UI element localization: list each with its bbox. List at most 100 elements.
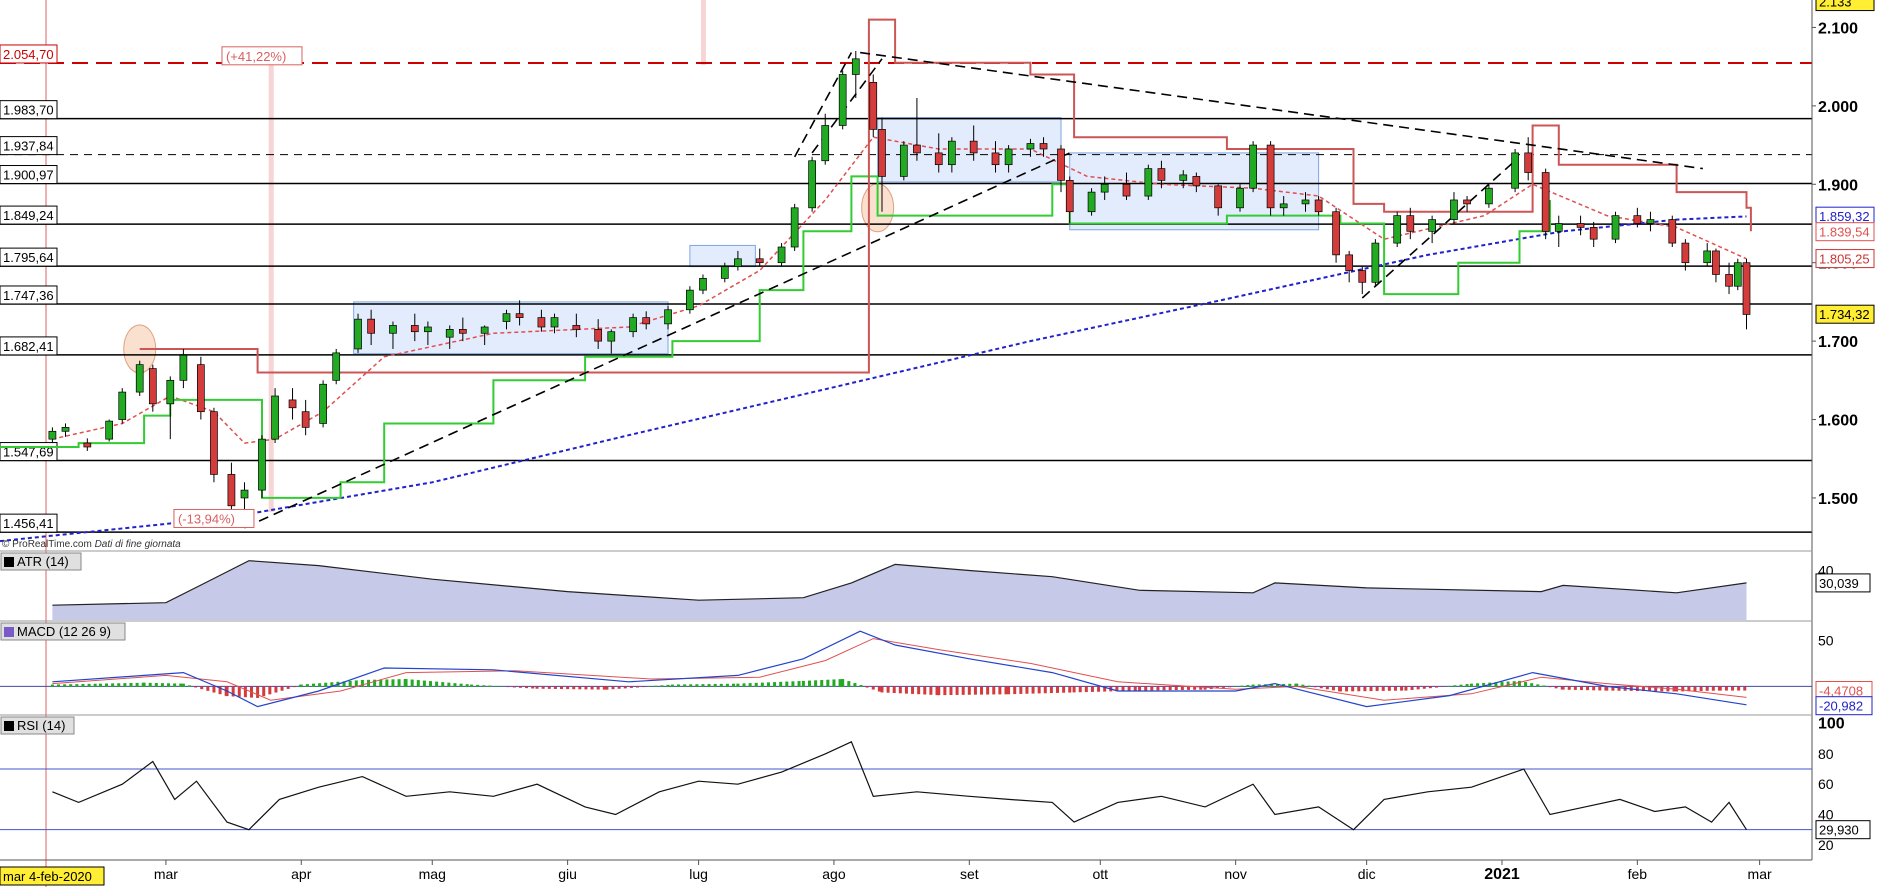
macd-hist-bar-21 [167,683,171,687]
macd-hist-bar-188 [1138,686,1142,691]
macd-hist-bar-151 [923,686,927,695]
price-tag-3-box [1815,222,1875,242]
macd-hist-bar-221 [1331,686,1335,691]
candle-body [1589,227,1598,240]
candle-86 [1511,148,1519,193]
level-tag-1-box [0,44,58,64]
price-tag-1-label: 2.133 [1819,0,1852,10]
candle-57 [1004,145,1013,173]
candle-body [1742,262,1751,315]
price-tag-4-label: 1.805,25 [1819,252,1870,267]
macd-hist-bar-50 [330,682,334,687]
candle-body [1039,143,1048,150]
macd-hist-bar-176 [1068,686,1072,693]
macd-hist-bar-25 [187,685,191,687]
candle-body [537,317,546,328]
macd-hist-bar-52 [342,681,346,687]
macd-hist-bar-289 [1718,686,1722,691]
macd-hist-bar-216 [1301,684,1305,687]
atr-value-tag-box [1815,573,1871,593]
macd-hist-bar-73 [465,684,469,687]
level-tag-2-box [0,100,58,120]
candle-body [755,258,764,264]
macd-hist-bar-146 [892,686,896,694]
consolidation-box-4 [1069,152,1320,231]
macd-hist-bar-30 [218,686,222,695]
macd-hist-bar-60 [391,679,395,687]
candle-body [1733,262,1742,287]
candle-body [1646,219,1655,224]
candle-body [1122,183,1131,197]
macd-hist-bar-204 [1234,686,1238,687]
macd-hist-bar-67 [429,681,433,687]
candle-body [148,368,157,405]
macd-hist-bar-47 [311,683,315,687]
candle-93 [1633,207,1642,228]
macd-hist-bar-100 [623,686,627,689]
x-tick-label-10: dic [1358,866,1376,882]
candle-2 [61,423,70,437]
macd-hist-bar-292 [1737,686,1741,691]
candle-body [664,309,672,325]
macd-hist-bar-38 [262,686,266,697]
candle-98 [1712,248,1720,283]
candle-48 [851,50,860,99]
rsi-swatch [4,721,14,731]
macd-hist-bar-107 [666,684,670,687]
macd-hist-bar-59 [385,679,389,687]
candle-45 [808,156,816,212]
candle-body [1485,187,1493,205]
macd-hist-bar-98 [611,686,615,690]
candle-body [502,313,511,322]
candle-body [1144,168,1153,197]
macd-hist-bar-168 [1019,686,1023,694]
candle-85 [1485,184,1493,208]
candle-6 [135,360,144,397]
candle-35 [629,313,637,338]
candle-body [1541,172,1550,232]
candle-body [1332,211,1340,256]
macd-hist-bar-19 [154,683,158,687]
candle-body [135,364,144,393]
level-tag-10-box [0,513,58,533]
macd-hist-bar-238 [1428,686,1432,689]
macd-hist-bar-199 [1203,686,1207,690]
rsi-value-tag-label: 29,930 [1819,823,1859,838]
stop-red-line [139,18,1752,374]
macd-hist-bar-154 [937,686,941,696]
macd-hist-bar-111 [689,684,693,687]
candle-60 [1057,145,1065,193]
macd-hist-bar-117 [725,683,729,687]
macd-hist-bar-256 [1536,684,1540,687]
macd-hist-bar-90 [566,686,570,690]
macd-hist-bar-275 [1641,686,1645,692]
rsi-title-box [0,716,75,735]
macd-hist-bar-91 [572,686,576,690]
candle-12 [227,462,236,514]
macd-hist-bar-278 [1660,686,1664,692]
candle-body [1100,183,1109,193]
macd-hist-bar-41 [280,686,284,691]
macd-hist-bar-43 [292,686,296,688]
macd-hist-bar-78 [494,685,498,687]
macd-hist-bar-126 [779,681,783,687]
candle-body [227,474,236,507]
macd-hist-bar-20 [160,683,164,687]
macd-hist-bar-85 [535,686,539,689]
macd-hist-bar-239 [1435,686,1439,688]
candle-body [179,354,188,381]
candle-88 [1541,168,1550,240]
macd-hist-bar-119 [736,683,740,687]
macd-value-tag-2-label: -20,982 [1819,699,1863,714]
macd-hist-bar-13 [123,683,127,687]
x-tick-label-12: feb [1628,866,1648,882]
macd-hist-bar-5 [75,684,79,687]
candle-25 [445,325,454,349]
macd-hist-bar-206 [1246,685,1250,687]
candle-7 [148,364,157,412]
level-tag-5-label: 1.849,24 [3,208,54,223]
macd-hist-bar-160 [973,686,977,695]
candle-body [642,317,651,325]
consolidation-box-2 [689,244,756,268]
